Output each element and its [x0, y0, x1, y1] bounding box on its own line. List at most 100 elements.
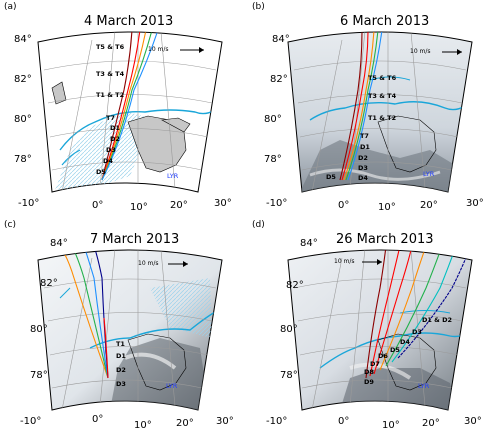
marker-label: T5 & T6 [368, 74, 397, 82]
wind-scale-arrow [362, 259, 382, 265]
place-label: LYR [418, 382, 430, 390]
map-canvas [37, 249, 223, 411]
lat-tick: 82° [14, 74, 32, 85]
panel-title: 4 March 2013 [84, 14, 174, 29]
panel-label: (c) [4, 220, 16, 230]
lon-tick: 0° [338, 200, 350, 211]
wind-scale-label: 10 m/s [138, 260, 159, 267]
lon-tick: 20° [170, 200, 188, 211]
lon-tick: 0° [92, 414, 104, 425]
lon-tick: 0° [92, 200, 104, 211]
marker-label: D5 [96, 168, 106, 176]
svalbard-land [127, 115, 187, 173]
wind-scale-label: 10 m/s [334, 258, 355, 265]
graticule [43, 250, 217, 410]
marker-label: T3 & T4 [96, 70, 125, 78]
lon-tick: 10° [378, 202, 396, 213]
marker-label: D5 [390, 346, 400, 354]
marker-label: D1 [110, 124, 120, 132]
graticule [43, 32, 217, 192]
place-label: LYR [166, 382, 178, 390]
wind-scale-arrow [180, 47, 204, 53]
lat-tick: 80° [30, 324, 48, 335]
place-label: LYR [423, 170, 435, 178]
marker-label: D3 [106, 146, 116, 154]
marker-label: D3 [412, 328, 422, 336]
marker-label: T7 [360, 132, 369, 140]
lon-tick: 10° [382, 420, 400, 431]
panel-c: (c) 7 March 2013 [0, 218, 250, 436]
lat-tick: 80° [264, 114, 282, 125]
lon-tick: 30° [466, 198, 484, 209]
lat-tick: 84° [14, 34, 32, 45]
svalbard-land [377, 333, 437, 391]
lat-tick: 82° [40, 278, 58, 289]
marker-label: D2 [116, 366, 126, 374]
marker-label: D5 [326, 173, 336, 181]
ice-edge-line [59, 109, 216, 151]
place-label: LYR [167, 172, 179, 180]
lat-tick: 78° [264, 154, 282, 165]
map-canvas [37, 31, 223, 193]
lat-tick: 78° [30, 370, 48, 381]
marker-label: D7 [370, 360, 380, 368]
trajectories [365, 250, 471, 379]
marker-label: T1 [116, 340, 125, 348]
marker-label: D2 [110, 135, 120, 143]
marker-label: T3 & T4 [368, 92, 397, 100]
marker-label: D4 [400, 338, 410, 346]
lat-tick: 80° [14, 114, 32, 125]
ice-edge-line [319, 331, 469, 369]
wind-scale-arrow [168, 261, 188, 267]
marker-label: D1 [116, 352, 126, 360]
map-canvas [287, 31, 473, 193]
lon-tick: 30° [214, 198, 232, 209]
svalbard-land [127, 333, 187, 391]
marker-label: T1 & T2 [96, 91, 125, 99]
lon-tick: 10° [134, 420, 152, 431]
marker-label: D6 [378, 352, 388, 360]
marker-label: D1 [360, 143, 370, 151]
lon-tick: 30° [216, 416, 234, 427]
marker-label: D9 [364, 378, 374, 386]
panel-label: (a) [4, 2, 17, 12]
panel-b: (b) 6 March 2013 [250, 0, 500, 218]
wind-scale-label: 10 m/s [410, 48, 431, 55]
lon-tick: 10° [130, 202, 148, 213]
panel-title: 6 March 2013 [340, 14, 430, 29]
wind-scale-label: 10 m/s [148, 46, 169, 53]
lon-tick: -10° [266, 198, 288, 209]
marker-label: T1 & T2 [368, 114, 397, 122]
lat-tick: 78° [280, 370, 298, 381]
marker-label: T5 & T6 [96, 43, 125, 51]
lon-tick: -10° [18, 198, 40, 209]
lat-tick: 80° [280, 324, 298, 335]
lat-tick: 82° [286, 280, 304, 291]
lat-tick: 82° [270, 74, 288, 85]
panel-label: (b) [252, 2, 265, 12]
marker-label: D2 [358, 154, 368, 162]
wind-scale-arrow [442, 49, 462, 55]
trajectories [59, 250, 109, 379]
lon-tick: 20° [422, 418, 440, 429]
panel-d: (d) 26 March 2013 [250, 218, 500, 436]
lon-tick: 20° [420, 200, 438, 211]
lon-tick: 0° [338, 416, 350, 427]
lon-tick: -10° [266, 416, 288, 427]
panel-a: (a) 4 March 2013 [0, 0, 250, 218]
marker-label: D8 [364, 368, 374, 376]
lon-tick: 20° [176, 418, 194, 429]
panel-label: (d) [252, 220, 265, 230]
marker-label: D1 & D2 [422, 316, 453, 324]
lat-tick: 84° [50, 238, 68, 249]
lat-tick: 78° [14, 154, 32, 165]
marker-label: D4 [358, 174, 368, 182]
trajectories [101, 32, 159, 181]
panel-title: 26 March 2013 [336, 232, 434, 247]
lon-tick: -10° [20, 416, 42, 427]
lon-tick: 30° [464, 416, 482, 427]
marker-label: D3 [358, 164, 368, 172]
map-canvas [287, 249, 473, 411]
ice-edge-line [309, 101, 466, 121]
lat-tick: 84° [300, 238, 318, 249]
